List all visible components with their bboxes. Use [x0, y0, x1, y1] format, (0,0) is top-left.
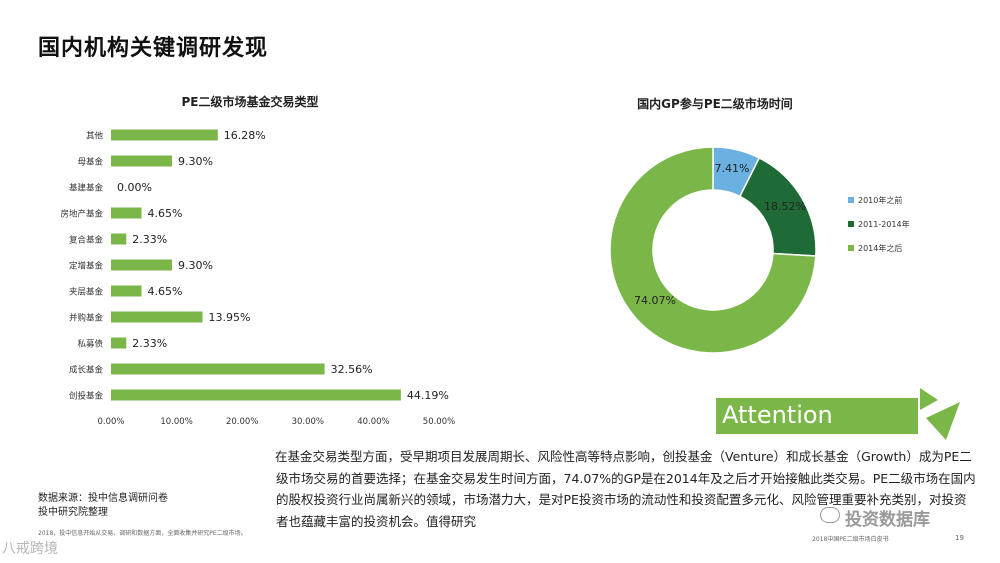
category-label: 母基金 [77, 157, 103, 168]
page-number: 19 [955, 534, 964, 542]
category-label: 基建基金 [69, 183, 104, 194]
legend-label: 2011-2014年 [858, 219, 910, 229]
category-label: 其他 [86, 131, 104, 142]
bar [111, 363, 325, 375]
data-source: 数据来源：投中信息调研问卷 投中研究院整理 [38, 492, 168, 520]
bar [111, 155, 173, 167]
donut-legend: 2010年之前 2011-2014年 2014年之后 [848, 188, 910, 260]
data-label: 2.33% [132, 337, 167, 350]
category-label: 成长基金 [69, 365, 104, 376]
category-label: 私募债 [77, 339, 103, 350]
donut-slice [609, 146, 817, 354]
bar [111, 337, 127, 349]
category-label: 并购基金 [69, 313, 104, 324]
slice-label: 74.07% [634, 294, 676, 307]
legend-swatch [848, 221, 854, 227]
tick-label: 0.00% [97, 417, 124, 427]
category-label: 创投基金 [69, 391, 104, 402]
category-label: 定增基金 [69, 261, 104, 272]
data-label: 32.56% [331, 363, 373, 376]
legend-label: 2010年之前 [858, 195, 903, 205]
data-label: 4.65% [148, 207, 183, 220]
attention-banner [716, 398, 918, 434]
data-label: 9.30% [178, 155, 213, 168]
bar [111, 129, 218, 141]
source-line: 数据来源：投中信息调研问卷 [38, 493, 168, 504]
tick-label: 50.00% [423, 417, 455, 427]
body-paragraph: 在基金交易类型方面，受早期项目发展周期长、风险性高等特点影响，创投基金（Vent… [275, 449, 976, 529]
legend-item: 2010年之前 [848, 188, 910, 212]
bar [111, 311, 203, 323]
source-line: 投中研究院整理 [38, 507, 108, 518]
data-label: 16.28% [224, 129, 266, 142]
bar [111, 285, 142, 297]
report-footer: 2018中国PE二级市场白皮书 [812, 536, 889, 543]
legend-swatch [848, 245, 854, 251]
watermark-left: 八戒跨境 [2, 541, 58, 557]
legend-label: 2014年之后 [858, 243, 903, 253]
attention-label: Attention [722, 401, 833, 429]
wechat-icon [820, 507, 840, 523]
legend-item: 2014年之后 [848, 236, 910, 260]
tick-label: 20.00% [226, 417, 258, 427]
data-label: 9.30% [178, 259, 213, 272]
tick-label: 40.00% [357, 417, 389, 427]
bar [111, 389, 401, 401]
bar [111, 259, 173, 271]
page-title: 国内机构关键调研发现 [38, 36, 269, 61]
legend-swatch [848, 197, 854, 203]
tick-label: 10.00% [160, 417, 192, 427]
legend-item: 2011-2014年 [848, 212, 910, 236]
donut-chart-title: 国内GP参与PE二级市场时间 [637, 97, 793, 111]
bar [111, 233, 127, 245]
data-label: 2.33% [132, 233, 167, 246]
bar-chart-title: PE二级市场基金交易类型 [181, 95, 319, 109]
watermark-right: 投资数据库 [845, 510, 930, 530]
attention-arrow-icon [920, 388, 960, 440]
tick-label: 30.00% [292, 417, 324, 427]
data-label: 44.19% [407, 389, 449, 402]
data-label: 13.95% [209, 311, 251, 324]
category-label: 复合基金 [69, 235, 104, 246]
data-label: 0.00% [117, 181, 152, 194]
category-label: 夹层基金 [69, 287, 104, 298]
slice-label: 18.52% [764, 200, 806, 213]
bar [111, 207, 142, 219]
data-label: 4.65% [148, 285, 183, 298]
category-label: 房地产基金 [60, 209, 103, 220]
footnote: 2018，投中信息开始从交易、调研和数据方面，全面收集并研究PE二级市场。 [38, 530, 247, 537]
slice-label: 7.41% [715, 162, 750, 175]
